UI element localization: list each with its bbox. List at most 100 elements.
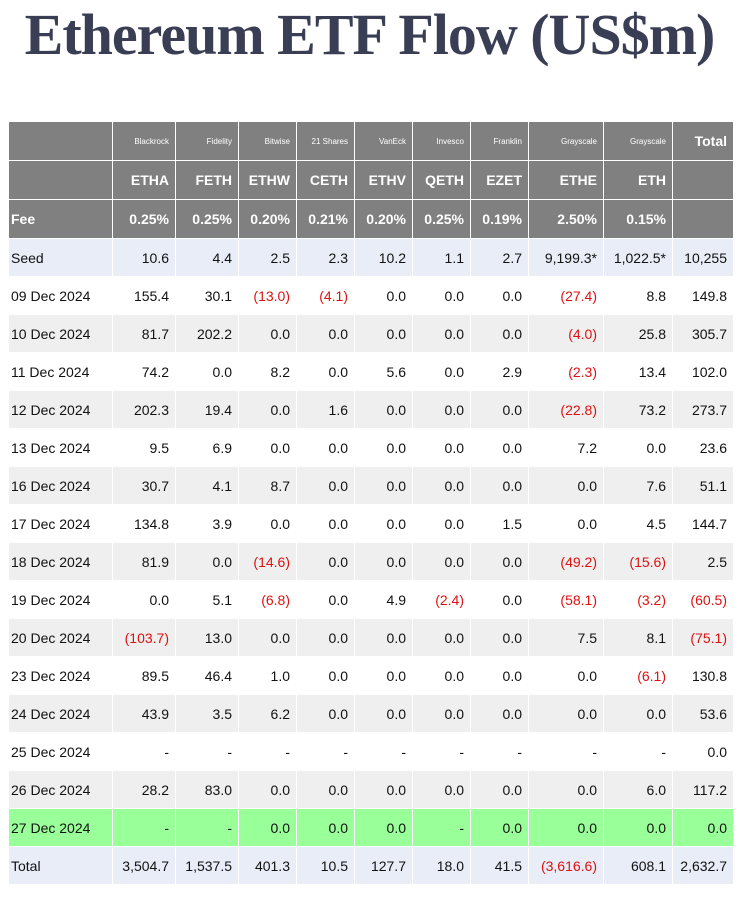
value-cell: 10.5 <box>296 846 355 885</box>
value-cell: 130.8 <box>672 656 734 695</box>
value-cell: 0.0 <box>412 618 471 657</box>
value-cell: 0.0 <box>470 770 529 809</box>
table-row: 18 Dec 2024 81.9 0.0 (14.6) 0.0 0.0 0.0 0.0 (49.… <box>8 542 734 581</box>
value-cell: (6.8) <box>238 580 297 619</box>
value-cell: 0.0 <box>470 656 529 695</box>
etf-flow-table: Blackrock Fidelity Bitwise 21 Shares VanEck I… <box>8 121 734 885</box>
value-cell: 0.0 <box>603 808 673 847</box>
value-cell: 0.0 <box>412 314 471 353</box>
table-row: 23 Dec 2024 89.5 46.4 1.0 0.0 0.0 0.0 0.0 0.0 (6.… <box>8 656 734 695</box>
value-cell: 1.0 <box>238 656 297 695</box>
value-cell: 89.5 <box>112 656 176 695</box>
value-cell: 2.5 <box>672 542 734 581</box>
value-cell: (13.0) <box>238 276 297 315</box>
value-cell: 202.2 <box>175 314 239 353</box>
value-cell: (2.3) <box>528 352 604 391</box>
fee-header-cell: 0.21% <box>296 199 355 239</box>
value-cell: (4.0) <box>528 314 604 353</box>
value-cell: 0.0 <box>528 694 604 733</box>
table-row: 25 Dec 2024- - - - - - - - -0.0 <box>8 732 734 771</box>
ticker-header-cell: ETHV <box>354 160 413 200</box>
value-cell: - <box>470 732 529 771</box>
row-label-cell: 17 Dec 2024 <box>8 504 113 543</box>
value-cell: 0.0 <box>296 656 355 695</box>
row-label-cell: 26 Dec 2024 <box>8 770 113 809</box>
value-cell: - <box>296 732 355 771</box>
value-cell: 0.0 <box>238 390 297 429</box>
ticker-header-cell: ETH <box>603 160 673 200</box>
value-cell: 0.0 <box>112 580 176 619</box>
row-label-cell: 16 Dec 2024 <box>8 466 113 505</box>
value-cell: 10,255 <box>672 238 734 277</box>
value-cell: 0.0 <box>296 694 355 733</box>
issuer-header-cell: Fidelity <box>175 121 239 161</box>
value-cell: 7.2 <box>528 428 604 467</box>
value-cell: (60.5) <box>672 580 734 619</box>
value-cell: 41.5 <box>470 846 529 885</box>
value-cell: 305.7 <box>672 314 734 353</box>
value-cell: 0.0 <box>412 390 471 429</box>
value-cell: 0.0 <box>238 504 297 543</box>
value-cell: 0.0 <box>412 466 471 505</box>
value-cell: 30.1 <box>175 276 239 315</box>
value-cell: 0.0 <box>412 352 471 391</box>
ticker-header-cell <box>672 160 734 200</box>
fee-header-cell: Fee <box>8 199 113 239</box>
value-cell: - <box>238 732 297 771</box>
value-cell: 0.0 <box>296 618 355 657</box>
value-cell: 8.2 <box>238 352 297 391</box>
total-row: Total 3,504.7 1,537.5 401.3 10.5 127.7 18.0 41.… <box>8 846 734 885</box>
value-cell: 81.9 <box>112 542 176 581</box>
value-cell: 0.0 <box>354 694 413 733</box>
value-cell: 28.2 <box>112 770 176 809</box>
value-cell: (27.4) <box>528 276 604 315</box>
row-label-cell: 27 Dec 2024 <box>8 808 113 847</box>
row-label-cell: 19 Dec 2024 <box>8 580 113 619</box>
value-cell: 2.9 <box>470 352 529 391</box>
value-cell: 1.5 <box>470 504 529 543</box>
table-row: 09 Dec 2024 155.4 30.1 (13.0) (4.1) 0.0 0.0 0.0… <box>8 276 734 315</box>
value-cell: 1,537.5 <box>175 846 239 885</box>
value-cell: 0.0 <box>470 808 529 847</box>
value-cell: 0.0 <box>470 618 529 657</box>
seed-row: Seed 10.6 4.4 2.5 2.3 10.2 1.1 2.7 9,199.3* 1,022… <box>8 238 734 277</box>
value-cell: 0.0 <box>412 656 471 695</box>
value-cell: 2,632.7 <box>672 846 734 885</box>
table-row: 11 Dec 2024 74.2 0.0 8.2 0.0 5.6 0.0 2.9 (2.3) 13… <box>8 352 734 391</box>
value-cell: 0.0 <box>296 580 355 619</box>
value-cell: 401.3 <box>238 846 297 885</box>
value-cell: 0.0 <box>296 770 355 809</box>
value-cell: 5.6 <box>354 352 413 391</box>
value-cell: (6.1) <box>603 656 673 695</box>
issuer-header-cell: Grayscale <box>528 121 604 161</box>
value-cell: 0.0 <box>296 314 355 353</box>
value-cell: - <box>354 732 413 771</box>
value-cell: 202.3 <box>112 390 176 429</box>
value-cell: 0.0 <box>603 428 673 467</box>
value-cell: 0.0 <box>354 466 413 505</box>
value-cell: 8.7 <box>238 466 297 505</box>
value-cell: (49.2) <box>528 542 604 581</box>
value-cell: (15.6) <box>603 542 673 581</box>
value-cell: 30.7 <box>112 466 176 505</box>
value-cell: 0.0 <box>175 352 239 391</box>
value-cell: (103.7) <box>112 618 176 657</box>
value-cell: 4.1 <box>175 466 239 505</box>
value-cell: 13.0 <box>175 618 239 657</box>
value-cell: 149.8 <box>672 276 734 315</box>
value-cell: - <box>528 732 604 771</box>
value-cell: 0.0 <box>238 618 297 657</box>
ticker-header-cell <box>8 160 113 200</box>
row-label-cell: 25 Dec 2024 <box>8 732 113 771</box>
value-cell: 2.5 <box>238 238 297 277</box>
header-issuer-row: Blackrock Fidelity Bitwise 21 Shares VanEck I… <box>8 121 734 161</box>
value-cell: (2.4) <box>412 580 471 619</box>
value-cell: 117.2 <box>672 770 734 809</box>
value-cell: 0.0 <box>296 808 355 847</box>
value-cell: 0.0 <box>175 542 239 581</box>
value-cell: 4.5 <box>603 504 673 543</box>
value-cell: 4.4 <box>175 238 239 277</box>
value-cell: 0.0 <box>238 428 297 467</box>
page-title: Ethereum ETF Flow (US$m) <box>24 2 716 67</box>
value-cell: 10.2 <box>354 238 413 277</box>
